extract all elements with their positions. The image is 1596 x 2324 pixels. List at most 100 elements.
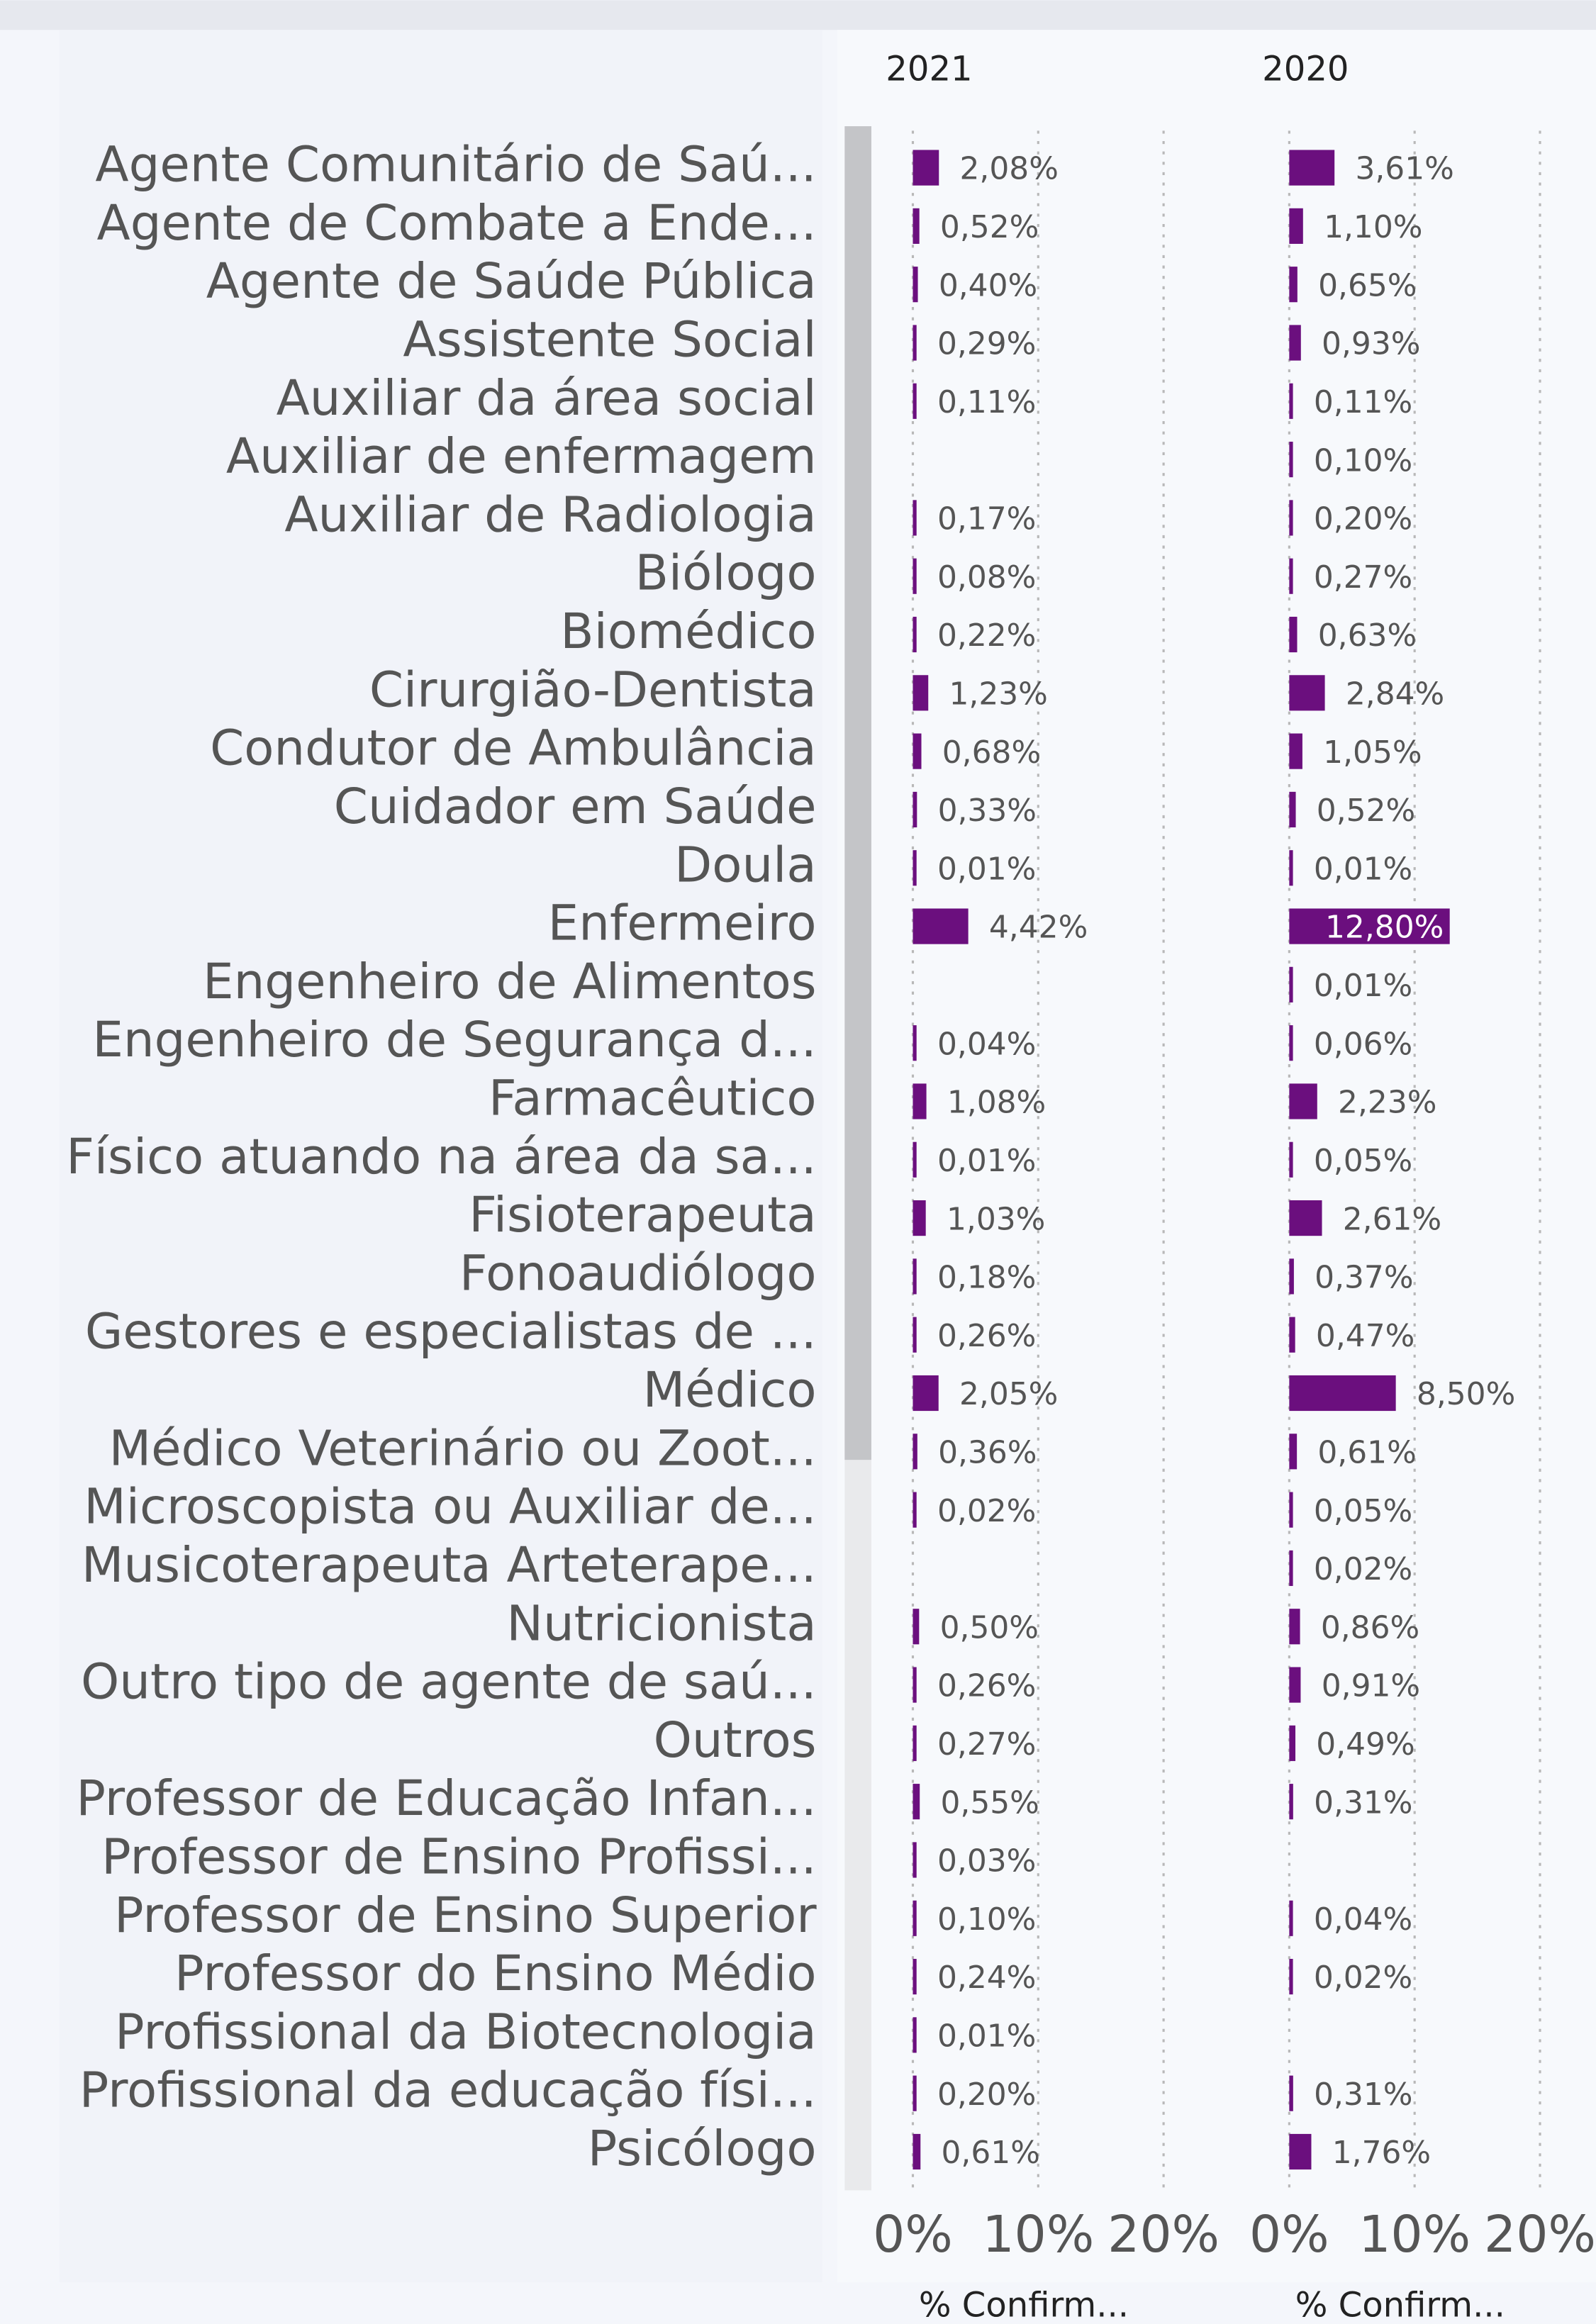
category-label: Profissional da educação físi... (79, 2062, 817, 2119)
x-axis-title: % Confirm... (919, 2286, 1129, 2324)
value-label: 0,31% (1314, 2077, 1412, 2113)
value-label: 0,63% (1318, 618, 1417, 654)
value-label: 0,24% (937, 1960, 1036, 1996)
value-label: 0,37% (1315, 1260, 1413, 1296)
bar (913, 1083, 927, 1119)
value-label: 0,10% (937, 1901, 1036, 1938)
bar (913, 1141, 917, 1178)
category-label: Doula (674, 837, 816, 893)
top-shade (0, 0, 1596, 30)
x-tick-label: 20% (1484, 2205, 1596, 2264)
category-label: Musicoterapeuta Arteterape... (82, 1537, 817, 1594)
bar (913, 1492, 917, 1528)
bar (1289, 1492, 1293, 1528)
category-label: Cuidador em Saúde (334, 778, 817, 835)
bar (913, 1725, 917, 1761)
value-label: 0,11% (1314, 384, 1412, 420)
bar (1289, 1083, 1317, 1119)
value-label: 12,80% (1325, 910, 1444, 946)
category-label: Auxiliar da área social (277, 370, 817, 427)
bar (913, 383, 917, 419)
bar (913, 325, 917, 361)
bar (1289, 267, 1298, 303)
bar (1289, 442, 1293, 478)
bar (1289, 616, 1298, 653)
bar (1289, 1725, 1296, 1761)
x-tick-label: 10% (1358, 2205, 1471, 2264)
bar (913, 2075, 917, 2111)
value-label: 0,01% (1314, 851, 1412, 887)
bar (1289, 675, 1325, 711)
scrollbar-thumb[interactable] (844, 126, 871, 1460)
value-label: 0,36% (938, 1434, 1037, 1470)
value-label: 3,61% (1355, 151, 1453, 187)
bar (1289, 1958, 1293, 1995)
category-label: Professor de Ensino Profissi... (101, 1828, 816, 1885)
bar (913, 616, 917, 653)
value-label: 1,05% (1323, 734, 1422, 771)
value-label: 0,04% (1314, 1901, 1412, 1938)
category-label: Cirurgião-Dentista (369, 661, 817, 718)
plot-area (837, 30, 1596, 2283)
bar (913, 1609, 920, 1645)
category-label: Assistente Social (403, 312, 816, 369)
value-label: 0,20% (1314, 501, 1412, 537)
value-label: 1,03% (947, 1201, 1045, 1237)
value-label: 1,23% (949, 676, 1047, 713)
bar (913, 150, 939, 186)
bar (913, 208, 920, 244)
category-label: Agente de Saúde Pública (206, 253, 817, 310)
bar (1289, 150, 1335, 186)
category-label: Agente Comunitário de Saú... (95, 137, 816, 194)
bar (1289, 850, 1293, 886)
bar (1289, 791, 1296, 828)
bar (1289, 966, 1293, 1002)
value-label: 2,08% (960, 151, 1059, 187)
bar (913, 1784, 920, 1820)
label-area (59, 30, 822, 2283)
value-label: 2,61% (1343, 1201, 1441, 1237)
category-label: Engenheiro de Alimentos (203, 954, 817, 1010)
value-label: 0,61% (942, 2135, 1040, 2171)
category-label: Professor de Ensino Superior (114, 1887, 817, 1944)
value-label: 0,49% (1316, 1726, 1414, 1762)
category-label: Outros (654, 1712, 817, 1769)
bar (913, 267, 918, 303)
value-label: 2,23% (1338, 1085, 1436, 1121)
bar (913, 1842, 917, 1878)
category-label: Engenheiro de Segurança d... (92, 1012, 816, 1068)
value-label: 0,02% (937, 1493, 1036, 1529)
x-tick-label: 0% (1249, 2205, 1329, 2264)
category-label: Fisioterapeuta (469, 1187, 816, 1244)
category-label: Biomédico (560, 603, 816, 660)
value-label: 0,61% (1317, 1434, 1416, 1470)
bar (913, 733, 922, 769)
category-label: Professor de Educação Infan... (76, 1770, 816, 1827)
value-label: 0,01% (937, 2018, 1036, 2055)
value-label: 0,20% (937, 2077, 1036, 2113)
bar (913, 500, 917, 536)
value-label: 0,86% (1321, 1609, 1419, 1646)
category-label: Professor do Ensino Médio (174, 1945, 817, 2002)
value-label: 0,52% (1317, 793, 1415, 829)
value-label: 0,52% (940, 209, 1039, 245)
bar (1289, 325, 1301, 361)
category-label: Psicólogo (588, 2121, 817, 2177)
bar (1289, 383, 1293, 419)
category-label: Médico (643, 1362, 817, 1419)
bar (913, 1900, 917, 1936)
value-label: 0,26% (937, 1318, 1036, 1354)
value-label: 0,68% (942, 734, 1041, 771)
category-label: Auxiliar de enfermagem (226, 428, 817, 485)
bar (913, 1200, 926, 1236)
value-label: 0,05% (1314, 1143, 1412, 1179)
value-label: 0,04% (937, 1026, 1036, 1062)
value-label: 0,55% (940, 1784, 1039, 1821)
x-tick-label: 0% (873, 2205, 953, 2264)
value-label: 0,08% (937, 559, 1036, 596)
value-label: 0,27% (937, 1726, 1036, 1762)
x-tick-label: 20% (1107, 2205, 1220, 2264)
bar (913, 908, 969, 944)
bar (1289, 1434, 1298, 1470)
value-label: 4,42% (989, 910, 1088, 946)
